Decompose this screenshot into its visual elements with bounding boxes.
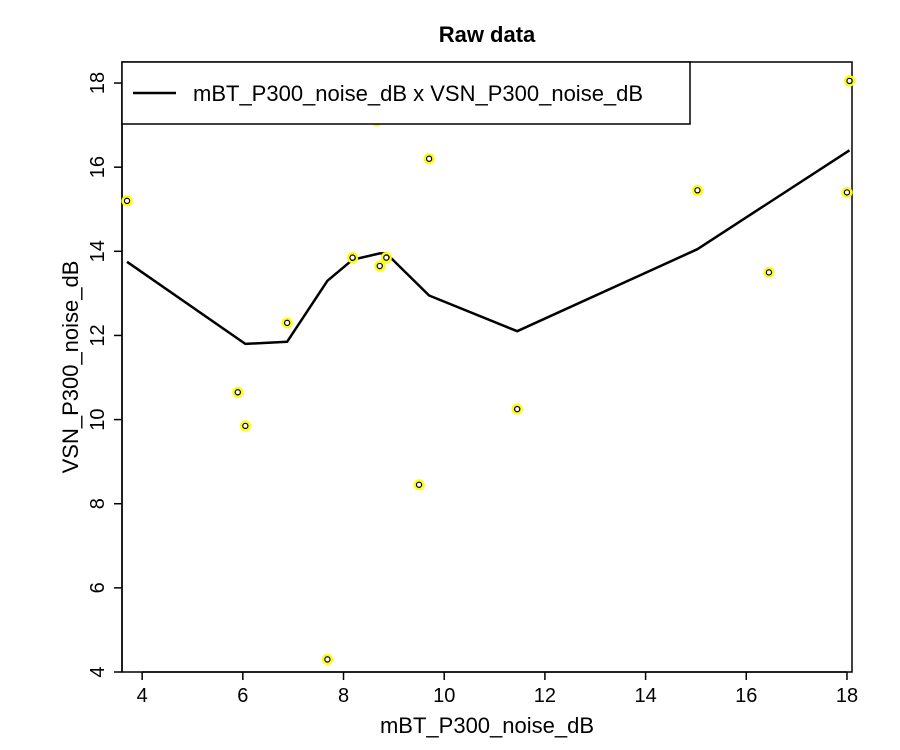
data-point-halo <box>843 75 856 87</box>
data-point-halo <box>423 153 435 165</box>
y-tick-label: 18 <box>87 72 109 94</box>
data-point <box>324 656 331 663</box>
y-tick-label: 4 <box>87 666 109 677</box>
x-tick-label: 18 <box>836 685 858 707</box>
data-point <box>694 187 701 194</box>
series-line <box>126 149 851 346</box>
data-point <box>123 197 131 205</box>
chart-title: Raw data <box>439 22 536 47</box>
data-point <box>383 254 390 261</box>
plot-border <box>121 61 853 673</box>
data-point <box>765 269 773 276</box>
data-points <box>121 75 856 665</box>
data-point-halo <box>374 260 386 272</box>
data-point-halo <box>346 252 359 264</box>
x-tick-label: 12 <box>534 685 556 707</box>
y-tick-label: 10 <box>87 408 109 430</box>
data-point <box>376 262 383 270</box>
data-point <box>234 389 241 396</box>
legend: mBT_P300_noise_dB x VSN_P300_noise_dB <box>121 61 691 125</box>
y-tick-label: 16 <box>87 156 109 178</box>
x-tick-label: 14 <box>634 685 656 707</box>
data-point <box>242 422 249 430</box>
data-point-halo <box>239 420 251 432</box>
data-point-halo <box>121 195 133 207</box>
data-point <box>349 254 356 261</box>
x-tick-label: 4 <box>137 685 148 707</box>
data-point-halo <box>380 252 392 264</box>
y-tick-label: 6 <box>87 582 109 593</box>
data-point <box>846 77 853 85</box>
data-point <box>415 481 423 488</box>
data-point-halo <box>763 266 775 278</box>
data-point-halo <box>841 186 853 199</box>
data-point-halo <box>281 317 293 329</box>
plot-frame <box>121 61 853 673</box>
data-point-halo <box>691 184 704 196</box>
y-tick-label: 14 <box>87 240 109 262</box>
x-tick-label: 16 <box>735 685 757 707</box>
legend-label: mBT_P300_noise_dB x VSN_P300_noise_dB <box>193 81 643 106</box>
y-tick-label: 12 <box>87 324 109 346</box>
data-point <box>283 319 291 327</box>
series-lines <box>126 149 851 346</box>
x-axis: 4 6 8 10 12 14 16 18 <box>137 671 858 707</box>
data-point-halo <box>321 653 334 665</box>
data-point <box>843 189 851 196</box>
data-point-halo <box>511 403 523 415</box>
x-tick-label: 10 <box>433 685 455 707</box>
y-axis: 4 6 8 10 12 14 16 18 <box>87 72 123 678</box>
x-tick-label: 6 <box>237 685 248 707</box>
data-point-halo <box>232 386 244 398</box>
data-point <box>514 405 521 413</box>
legend-box <box>121 61 691 125</box>
data-point <box>425 155 433 162</box>
y-tick-label: 8 <box>87 498 109 509</box>
y-axis-title: VSN_P300_noise_dB <box>58 261 83 474</box>
x-tick-label: 8 <box>338 685 349 707</box>
x-axis-title: mBT_P300_noise_dB <box>380 713 594 738</box>
data-point-halo <box>413 479 425 491</box>
